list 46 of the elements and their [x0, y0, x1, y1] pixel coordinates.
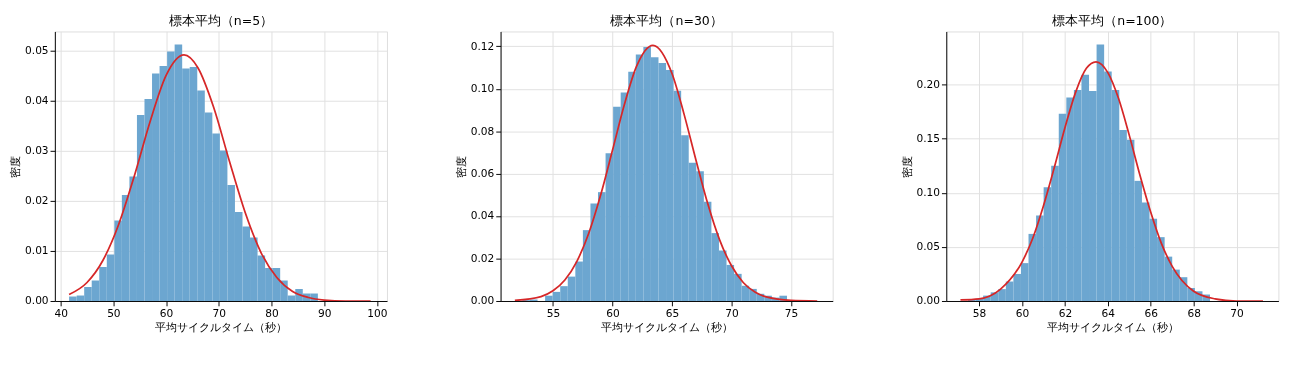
chart-title: 標本平均（n=30） [610, 12, 723, 28]
x-tick-label: 60 [1015, 306, 1030, 319]
x-axis-title: 平均サイクルタイム（秒） [1046, 321, 1179, 334]
y-tick-label: 0.05 [916, 240, 941, 253]
x-tick-label: 100 [367, 306, 388, 319]
x-tick-label: 70 [725, 306, 739, 319]
y-axis-title: 密度 [900, 155, 913, 178]
x-tick-label: 70 [212, 306, 227, 319]
y-tick-label: 0.00 [470, 294, 495, 307]
y-tick-label: 0.08 [470, 124, 495, 137]
y-tick-label: 0.03 [25, 144, 49, 157]
x-axis-title: 平均サイクルタイム（秒） [601, 321, 734, 334]
x-tick-label: 40 [54, 306, 69, 319]
y-tick-label: 0.15 [916, 132, 941, 145]
x-tick-label: 75 [784, 306, 799, 319]
y-tick-label: 0.12 [470, 39, 495, 52]
x-tick-label: 90 [318, 306, 332, 319]
x-tick-label: 50 [107, 306, 121, 319]
x-tick-label: 55 [546, 306, 561, 319]
y-tick-label: 0.01 [25, 244, 49, 257]
y-tick-label: 0.00 [916, 294, 941, 307]
x-tick-label: 62 [1058, 306, 1073, 319]
y-tick-label: 0.06 [470, 167, 495, 180]
x-tick-label: 65 [665, 306, 680, 319]
x-tick-label: 80 [265, 306, 280, 319]
x-tick-label: 64 [1101, 306, 1116, 319]
y-tick-label: 0.04 [470, 209, 495, 222]
y-tick-label: 0.00 [25, 294, 49, 307]
y-tick-label: 0.10 [916, 186, 941, 199]
y-tick-label: 0.05 [25, 44, 49, 57]
x-tick-label: 60 [606, 306, 620, 319]
y-axis-title: 密度 [454, 155, 467, 178]
y-tick-label: 0.02 [25, 194, 49, 207]
x-tick-label: 58 [972, 306, 987, 319]
y-tick-label: 0.10 [470, 82, 495, 95]
x-tick-label: 68 [1187, 306, 1201, 319]
x-tick-label: 60 [159, 306, 174, 319]
chart-title: 標本平均（n=5） [168, 12, 274, 28]
y-axis-title: 密度 [9, 155, 22, 178]
y-tick-label: 0.20 [916, 77, 941, 90]
y-tick-label: 0.02 [470, 251, 495, 264]
x-tick-label: 70 [1230, 306, 1245, 319]
x-axis-title: 平均サイクルタイム（秒） [155, 321, 288, 334]
y-tick-label: 0.04 [25, 94, 49, 107]
chart-title: 標本平均（n=100） [1052, 12, 1173, 28]
x-tick-label: 66 [1144, 306, 1159, 319]
